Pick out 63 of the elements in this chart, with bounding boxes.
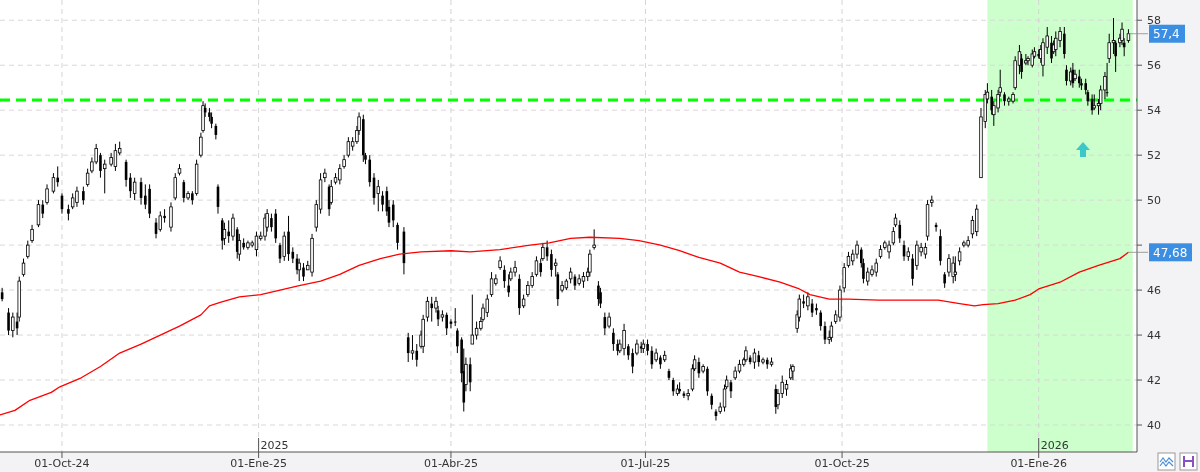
candlestick <box>470 294 475 345</box>
annotation: 2026 <box>1040 439 1069 452</box>
candlestick <box>453 307 457 327</box>
y-tick-label: 42 <box>1147 373 1161 387</box>
candlestick <box>406 332 410 363</box>
candlestick <box>503 264 506 289</box>
candlestick <box>103 159 107 194</box>
candlestick <box>376 179 380 212</box>
candlestick <box>169 201 173 233</box>
candlestick <box>113 143 118 172</box>
candlestick <box>396 222 399 251</box>
candlestick <box>75 186 79 208</box>
y-tick-label: 40 <box>1147 418 1161 432</box>
candlestick <box>898 219 902 244</box>
candlestick <box>391 199 395 228</box>
candlestick <box>263 213 267 242</box>
x-tick-label: 01-Jul-25 <box>620 457 671 470</box>
candlestick <box>588 249 592 278</box>
candlestick <box>199 132 203 158</box>
candlestick <box>410 334 415 361</box>
annotation: 2025 <box>260 439 289 452</box>
candlestick <box>752 348 757 370</box>
candlestick <box>612 327 615 352</box>
candlestick <box>254 231 259 257</box>
y-tick-label: 52 <box>1147 149 1161 163</box>
x-tick-label: 01-Ene-26 <box>1010 457 1067 470</box>
candlestick <box>368 154 372 188</box>
candlestick <box>592 228 596 251</box>
candlestick <box>415 343 419 368</box>
y-tick-label: 50 <box>1147 193 1161 207</box>
y-tick-label: 54 <box>1147 104 1161 118</box>
x-tick-label: 01-Ene-25 <box>230 457 287 470</box>
candlestick <box>622 323 626 356</box>
y-tick-label: 46 <box>1147 283 1161 297</box>
candlestick <box>11 312 15 338</box>
candlestick <box>597 280 600 307</box>
annotation: 57,4 <box>1153 26 1180 41</box>
candlestick <box>132 177 137 201</box>
x-tick-label: 01-Oct-25 <box>814 457 870 470</box>
x-tick-label: 01-Oct-24 <box>34 457 90 470</box>
annotation: 47,68 <box>1153 245 1188 260</box>
candlestick <box>947 253 951 278</box>
candlestick <box>953 255 958 282</box>
y-tick-label: 44 <box>1147 328 1161 342</box>
candlestick <box>513 260 517 278</box>
candlestick <box>381 190 384 212</box>
candlestick <box>870 264 874 278</box>
candlestick <box>45 183 49 206</box>
candlestick <box>489 271 494 298</box>
line-series <box>0 236 1130 416</box>
candlestick <box>173 172 177 201</box>
candlestick <box>51 172 56 194</box>
candlestick <box>951 255 955 284</box>
candlestick <box>819 309 822 332</box>
candlestick <box>498 255 502 271</box>
candlestick <box>282 231 286 262</box>
candlestick <box>1065 64 1068 86</box>
candlestick <box>144 183 147 210</box>
y-tick-label: 58 <box>1147 14 1161 28</box>
y-tick-label: 56 <box>1147 59 1161 73</box>
candlestick <box>36 199 41 228</box>
candlestick <box>485 294 489 318</box>
x-tick-label: 01-Abr-25 <box>423 457 478 470</box>
